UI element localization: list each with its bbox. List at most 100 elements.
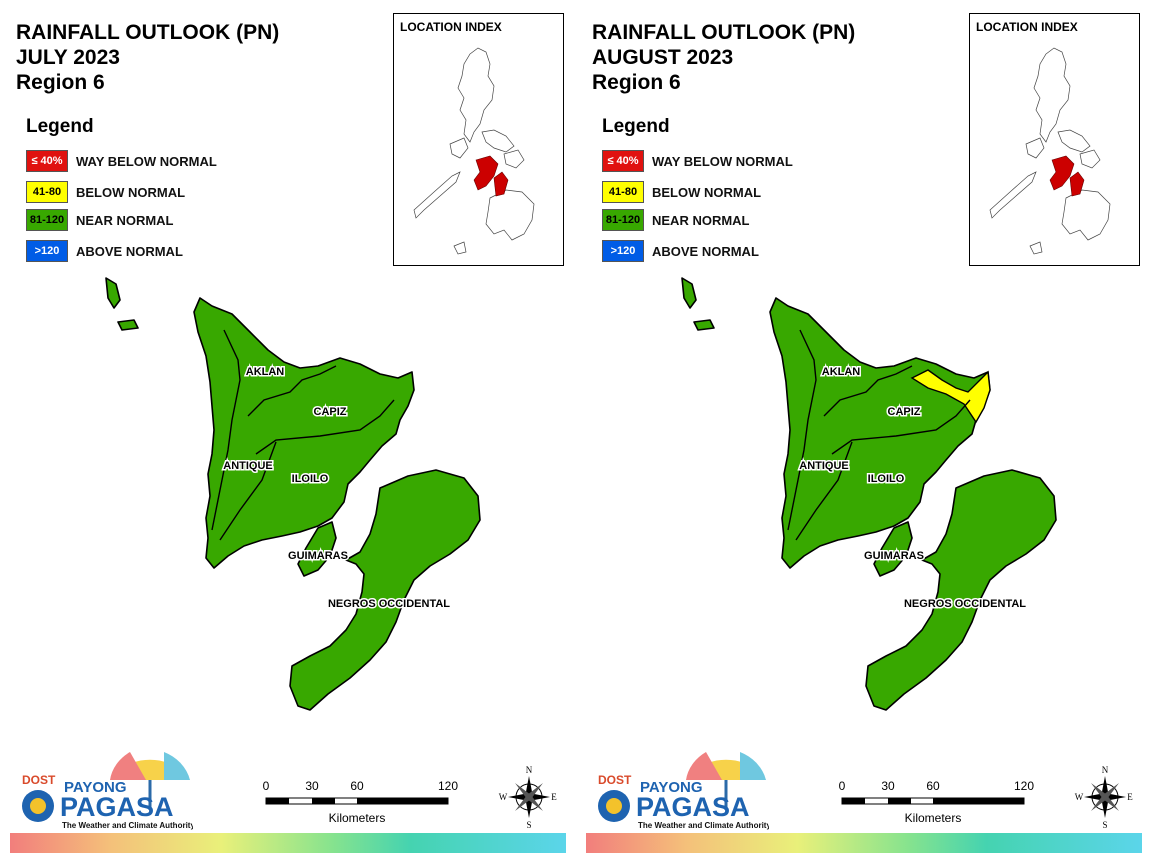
caluya-islet — [693, 319, 715, 331]
panel-title: RAINFALL OUTLOOK (PN) AUGUST 2023 Region… — [592, 20, 855, 95]
guimaras-island — [873, 521, 913, 577]
legend-swatch: ≤ 40% — [26, 150, 68, 172]
title-line-2: JULY 2023 — [16, 46, 120, 69]
scale-bar: 0 30 60 120 Kilometers — [839, 779, 1035, 825]
legend-label: WAY BELOW NORMAL — [76, 153, 217, 169]
panel-title: RAINFALL OUTLOOK (PN) JULY 2023 Region 6 — [16, 20, 279, 95]
logo-pagasa: PAGASA — [636, 792, 750, 822]
legend-item-near-normal: 81-120 NEAR NORMAL — [602, 209, 750, 231]
border-aklan-antique — [787, 329, 817, 531]
logo-payong: PAYONG — [640, 779, 703, 796]
province-label: NEGROS OCCIDENTAL — [904, 598, 1026, 610]
scale-bar: 0 30 60 120 Kilometers — [263, 779, 459, 825]
legend-label: WAY BELOW NORMAL — [652, 153, 793, 169]
legend-label: ABOVE NORMAL — [652, 243, 759, 259]
location-index-title: LOCATION INDEX — [400, 20, 502, 34]
legend-label: BELOW NORMAL — [652, 184, 762, 200]
legend-label: BELOW NORMAL — [76, 184, 186, 200]
border-capiz-iloilo — [831, 399, 971, 455]
legend-swatch: 81-120 — [26, 209, 68, 231]
legend-label: NEAR NORMAL — [652, 212, 750, 228]
logo-pagasa: PAGASA — [60, 792, 174, 822]
scale-tick: 60 — [926, 779, 940, 793]
guimaras-island — [297, 521, 337, 577]
outlook-panel-august: RAINFALL OUTLOOK (PN) AUGUST 2023 Region… — [576, 0, 1152, 864]
north-arrow-compass: N E S W — [1075, 765, 1134, 830]
border-capiz-iloilo — [255, 399, 395, 455]
boracay-islet — [681, 277, 697, 309]
legend-title: Legend — [26, 116, 94, 137]
philippines-locator-svg — [413, 47, 535, 255]
region6-map: AKLAN CAPIZ ANTIQUE ILOILO GUIMARAS NEGR… — [105, 277, 481, 711]
payong-pagasa-logo: DOST PAYONG PAGASA The Weather and Clima… — [22, 752, 193, 830]
title-line-1: RAINFALL OUTLOOK (PN) — [592, 21, 856, 44]
compass-n: N — [1102, 765, 1109, 775]
legend-label: ABOVE NORMAL — [76, 243, 183, 259]
legend-swatch: 41-80 — [26, 181, 68, 203]
scale-tick: 60 — [350, 779, 364, 793]
province-label: CAPIZ — [888, 406, 921, 418]
legend-item-near-normal: 81-120 NEAR NORMAL — [26, 209, 174, 231]
province-label: ANTIQUE — [799, 460, 849, 472]
province-label: GUIMARAS — [864, 550, 924, 562]
province-label: CAPIZ — [314, 406, 347, 418]
legend-item-way-below-normal: ≤ 40% WAY BELOW NORMAL — [26, 150, 217, 172]
border-aklan-capiz — [247, 365, 337, 417]
legend-item-below-normal: 41-80 BELOW NORMAL — [26, 181, 185, 203]
title-line-3: Region 6 — [16, 71, 105, 94]
province-label: NEGROS OCCIDENTAL — [328, 598, 450, 610]
logo-dost: DOST — [22, 773, 56, 787]
north-arrow-compass: N E S W — [499, 765, 558, 830]
legend-swatch: >120 — [26, 240, 68, 262]
panay-island — [769, 297, 991, 569]
title-line-1: RAINFALL OUTLOOK (PN) — [16, 21, 280, 44]
legend-swatch: 41-80 — [602, 181, 644, 203]
province-label: ANTIQUE — [223, 460, 273, 472]
province-label: AKLAN — [822, 366, 861, 378]
compass-w: W — [499, 792, 508, 802]
compass-e: E — [551, 792, 557, 802]
border-aklan-antique — [211, 329, 241, 531]
compass-n: N — [526, 765, 533, 775]
compass-s: S — [1102, 820, 1107, 830]
logo-tagline: The Weather and Climate Authority — [638, 821, 769, 830]
province-label: GUIMARAS — [288, 550, 348, 562]
scale-tick: 120 — [438, 779, 458, 793]
province-label: ILOILO — [868, 473, 905, 485]
philippines-locator-svg — [989, 47, 1111, 255]
legend-swatch: ≤ 40% — [602, 150, 644, 172]
title-line-2: AUGUST 2023 — [592, 46, 734, 69]
location-index-title: LOCATION INDEX — [976, 20, 1078, 34]
province-label: ILOILO — [292, 473, 329, 485]
legend-item-below-normal: 41-80 BELOW NORMAL — [602, 181, 761, 203]
footer-gradient-bar — [10, 833, 566, 853]
province-label: AKLAN — [246, 366, 285, 378]
region6-map: AKLAN CAPIZ ANTIQUE ILOILO GUIMARAS NEGR… — [681, 277, 1057, 711]
logo-dost: DOST — [598, 773, 632, 787]
scale-tick: 30 — [881, 779, 895, 793]
legend-item-above-normal: >120 ABOVE NORMAL — [602, 240, 759, 262]
border-antique-iloilo — [795, 441, 853, 541]
compass-s: S — [526, 820, 531, 830]
title-line-3: Region 6 — [592, 71, 681, 94]
scale-unit: Kilometers — [905, 811, 962, 825]
capiz-north-below-normal-zone — [910, 369, 991, 424]
scale-tick: 120 — [1014, 779, 1034, 793]
scale-tick: 30 — [305, 779, 319, 793]
legend-label: NEAR NORMAL — [76, 212, 174, 228]
legend-item-way-below-normal: ≤ 40% WAY BELOW NORMAL — [602, 150, 793, 172]
outlook-panel-july: RAINFALL OUTLOOK (PN) JULY 2023 Region 6… — [10, 13, 566, 853]
logo-tagline: The Weather and Climate Authority — [62, 821, 193, 830]
boracay-islet — [105, 277, 121, 309]
legend-swatch: 81-120 — [602, 209, 644, 231]
border-antique-iloilo — [219, 441, 277, 541]
compass-w: W — [1075, 792, 1084, 802]
location-index-map: LOCATION INDEX — [969, 13, 1140, 266]
border-aklan-capiz — [823, 365, 913, 417]
footer-gradient-bar — [586, 833, 1142, 853]
logo-payong: PAYONG — [64, 779, 127, 796]
negros-occidental — [865, 469, 1057, 711]
scale-tick: 0 — [839, 779, 846, 793]
compass-e: E — [1127, 792, 1133, 802]
legend-item-above-normal: >120 ABOVE NORMAL — [26, 240, 183, 262]
